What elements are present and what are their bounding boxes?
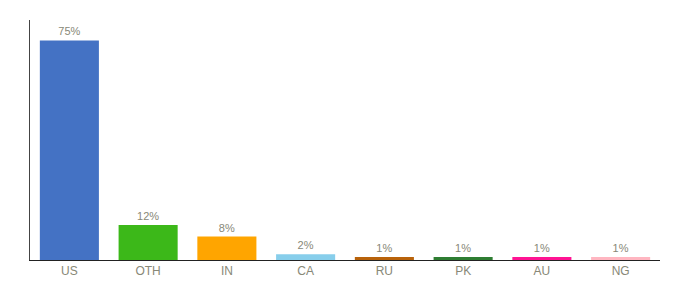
- svg-text:OTH: OTH: [135, 264, 160, 278]
- svg-text:AU: AU: [534, 264, 551, 278]
- svg-text:NG: NG: [612, 264, 630, 278]
- svg-text:RU: RU: [376, 264, 393, 278]
- svg-text:1%: 1%: [534, 242, 550, 254]
- svg-text:PK: PK: [455, 264, 471, 278]
- svg-text:12%: 12%: [137, 210, 159, 222]
- svg-text:CA: CA: [297, 264, 314, 278]
- svg-text:1%: 1%: [455, 242, 471, 254]
- svg-text:1%: 1%: [613, 242, 629, 254]
- svg-text:IN: IN: [221, 264, 233, 278]
- svg-text:75%: 75%: [58, 25, 80, 37]
- svg-text:8%: 8%: [219, 222, 235, 234]
- svg-text:2%: 2%: [298, 239, 314, 251]
- svg-text:US: US: [61, 264, 78, 278]
- svg-text:1%: 1%: [376, 242, 392, 254]
